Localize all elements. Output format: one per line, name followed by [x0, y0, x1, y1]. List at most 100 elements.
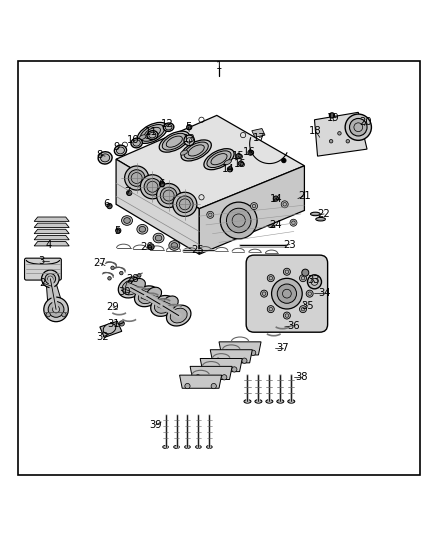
- Circle shape: [119, 321, 124, 326]
- Ellipse shape: [134, 286, 159, 306]
- Polygon shape: [116, 159, 199, 254]
- Text: 26: 26: [140, 242, 153, 252]
- Circle shape: [346, 140, 350, 143]
- Ellipse shape: [114, 145, 127, 156]
- Polygon shape: [34, 217, 69, 221]
- Text: 22: 22: [318, 209, 331, 219]
- Ellipse shape: [277, 400, 284, 403]
- Ellipse shape: [171, 243, 178, 248]
- Ellipse shape: [159, 131, 190, 152]
- Circle shape: [107, 204, 112, 209]
- Circle shape: [205, 367, 211, 372]
- Ellipse shape: [139, 227, 145, 232]
- Circle shape: [300, 305, 307, 313]
- Text: 13: 13: [183, 134, 195, 143]
- Polygon shape: [125, 282, 142, 295]
- Ellipse shape: [255, 400, 262, 403]
- Circle shape: [242, 358, 247, 364]
- Polygon shape: [180, 375, 222, 388]
- Ellipse shape: [131, 138, 142, 148]
- Ellipse shape: [118, 277, 143, 298]
- Circle shape: [227, 167, 233, 172]
- Text: 33: 33: [307, 274, 319, 285]
- Text: 5: 5: [185, 122, 191, 132]
- Circle shape: [220, 202, 257, 239]
- Circle shape: [184, 135, 194, 146]
- Polygon shape: [34, 229, 69, 233]
- Circle shape: [108, 277, 111, 280]
- Text: 10: 10: [127, 135, 140, 146]
- Ellipse shape: [184, 446, 190, 448]
- Circle shape: [345, 114, 371, 140]
- Text: 4: 4: [46, 240, 52, 249]
- Polygon shape: [158, 300, 174, 312]
- Text: 15: 15: [233, 159, 247, 168]
- Circle shape: [211, 383, 216, 389]
- Circle shape: [222, 375, 227, 380]
- Text: 29: 29: [106, 302, 120, 312]
- Ellipse shape: [266, 400, 273, 403]
- Text: 14: 14: [223, 164, 235, 174]
- Ellipse shape: [153, 233, 164, 243]
- Text: 23: 23: [284, 240, 296, 249]
- Text: 6: 6: [103, 199, 109, 209]
- Circle shape: [116, 228, 121, 233]
- Ellipse shape: [124, 217, 131, 223]
- Ellipse shape: [184, 142, 208, 159]
- Circle shape: [302, 269, 309, 276]
- Text: 28: 28: [126, 274, 138, 284]
- Circle shape: [195, 375, 201, 380]
- Polygon shape: [46, 279, 64, 310]
- Text: 14: 14: [270, 193, 282, 204]
- Circle shape: [267, 305, 274, 313]
- Polygon shape: [116, 115, 304, 209]
- Circle shape: [272, 278, 302, 309]
- Polygon shape: [252, 128, 265, 138]
- Text: 36: 36: [287, 321, 300, 330]
- Text: 6: 6: [158, 179, 164, 189]
- Text: 11: 11: [145, 127, 158, 138]
- Ellipse shape: [140, 125, 165, 141]
- Ellipse shape: [244, 400, 251, 403]
- FancyBboxPatch shape: [246, 255, 328, 332]
- Circle shape: [236, 154, 241, 159]
- Circle shape: [120, 271, 123, 275]
- Text: 21: 21: [298, 190, 311, 200]
- Ellipse shape: [133, 140, 140, 146]
- Ellipse shape: [311, 212, 320, 216]
- Ellipse shape: [169, 241, 180, 251]
- Text: 39: 39: [149, 420, 162, 430]
- Ellipse shape: [163, 123, 174, 132]
- Circle shape: [251, 203, 258, 209]
- Ellipse shape: [162, 133, 187, 150]
- Circle shape: [273, 196, 279, 201]
- FancyBboxPatch shape: [25, 258, 61, 280]
- Circle shape: [232, 367, 237, 372]
- Circle shape: [261, 290, 268, 297]
- Ellipse shape: [138, 289, 155, 304]
- Ellipse shape: [180, 150, 187, 155]
- Ellipse shape: [147, 287, 162, 300]
- Text: 9: 9: [113, 142, 119, 152]
- Circle shape: [215, 358, 221, 364]
- Ellipse shape: [147, 131, 158, 140]
- Ellipse shape: [204, 149, 234, 169]
- Ellipse shape: [98, 152, 112, 164]
- Circle shape: [251, 350, 256, 356]
- Ellipse shape: [157, 183, 180, 207]
- Circle shape: [46, 312, 50, 317]
- Ellipse shape: [173, 446, 180, 448]
- Ellipse shape: [144, 179, 161, 195]
- Circle shape: [207, 211, 214, 219]
- Ellipse shape: [177, 196, 193, 213]
- Ellipse shape: [170, 308, 187, 323]
- Text: 38: 38: [295, 372, 307, 382]
- Ellipse shape: [195, 446, 201, 448]
- Text: 25: 25: [191, 245, 205, 255]
- Polygon shape: [314, 112, 367, 156]
- Text: 3: 3: [39, 256, 45, 266]
- Ellipse shape: [288, 400, 295, 403]
- Ellipse shape: [163, 296, 178, 309]
- Circle shape: [44, 297, 68, 322]
- Circle shape: [159, 182, 165, 187]
